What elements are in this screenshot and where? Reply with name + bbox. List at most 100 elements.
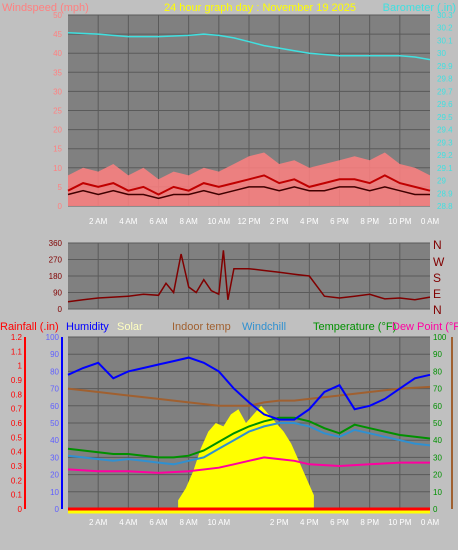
series-wind-avg [67, 186, 430, 200]
temperature-tick-label: 20 [433, 471, 442, 480]
direction-label-s: S [433, 271, 441, 285]
series-dewpoint [67, 456, 430, 474]
series-humidity [67, 356, 431, 421]
windspeed-tick-label: 15 [53, 145, 62, 154]
legend-solar: Solar [117, 321, 143, 333]
x-tick-label-top: 10 AM [207, 217, 230, 226]
barometer-tick-label: 30.3 [437, 11, 453, 20]
x-tick-label-top: 0 AM [421, 217, 440, 226]
humidity-tick-label: 100 [46, 333, 60, 342]
barometer-axis-title: Barometer (.in) [383, 2, 456, 14]
windspeed-tick-label: 0 [58, 202, 63, 211]
humidity-tick-label: 30 [50, 453, 59, 462]
x-tick-label-bottom: 4 AM [119, 518, 138, 527]
barometer-tick-label: 29.9 [437, 62, 453, 71]
windspeed-tick-label: 30 [53, 87, 62, 96]
direction-tick-label: 180 [49, 272, 63, 281]
humidity-tick-label: 60 [50, 402, 59, 411]
x-tick-label-bottom: 6 PM [330, 518, 349, 527]
rainfall-tick-label: 0.9 [11, 376, 23, 385]
direction-tick-label: 270 [49, 256, 63, 265]
rainfall-tick-label: 0.6 [11, 419, 23, 428]
direction-label-w: W [433, 255, 445, 269]
rainfall-tick-label: 0.4 [11, 448, 23, 457]
rainfall-tick-label: 0 [18, 505, 23, 514]
direction-tick-label: 0 [58, 305, 63, 314]
windspeed-tick-label: 20 [53, 126, 62, 135]
chart-marks: 0510152025303540455028.828.92929.129.229… [11, 11, 453, 527]
x-tick-label-top: 2 PM [270, 217, 289, 226]
rainfall-tick-label: 0.1 [11, 491, 23, 500]
humidity-tick-label: 50 [50, 419, 59, 428]
panel-wind-baro-xaxis-band [68, 212, 430, 233]
x-tick-label-bottom: 2 AM [89, 518, 108, 527]
windspeed-tick-label: 35 [53, 68, 62, 77]
legend-windchill: Windchill [242, 321, 286, 333]
legend-dewpoint: Dew Point (°F) [392, 321, 458, 333]
humidity-tick-label: 20 [50, 471, 59, 480]
temperature-tick-label: 50 [433, 419, 442, 428]
humidity-tick-label: 0 [55, 505, 60, 514]
x-tick-label-top: 12 PM [237, 217, 260, 226]
series-indoor-temp [67, 385, 431, 407]
windspeed-tick-label: 10 [53, 164, 62, 173]
rainfall-tick-label: 0.8 [11, 390, 23, 399]
x-tick-label-top: 4 AM [119, 217, 138, 226]
barometer-tick-label: 29.5 [437, 113, 453, 122]
x-tick-label-bottom: 8 PM [360, 518, 379, 527]
humidity-tick-label: 70 [50, 385, 59, 394]
temperature-tick-label: 40 [433, 436, 442, 445]
rainfall-tick-label: 1.1 [11, 347, 23, 356]
barometer-tick-label: 30.2 [437, 24, 453, 33]
rainfall-tick-label: 1.2 [11, 333, 23, 342]
rainfall-tick-label: 1 [18, 362, 23, 371]
barometer-tick-label: 28.9 [437, 189, 453, 198]
barometer-tick-label: 30 [437, 49, 446, 58]
temperature-tick-label: 90 [433, 350, 442, 359]
series-temperature [67, 416, 431, 459]
temperature-tick-label: 70 [433, 385, 442, 394]
direction-label-n-top: N [433, 238, 442, 252]
x-tick-label-top: 8 AM [180, 217, 199, 226]
x-tick-label-bottom: 6 AM [149, 518, 168, 527]
x-tick-label-top: 6 AM [149, 217, 168, 226]
legend-temperature: Temperature (°F) [313, 321, 396, 333]
windspeed-tick-label: 40 [53, 49, 62, 58]
x-tick-label-bottom: 10 PM [388, 518, 411, 527]
series-barometer [67, 32, 431, 61]
series-wind-speed [67, 174, 431, 196]
series-wind-direction [67, 250, 431, 303]
barometer-tick-label: 29.7 [437, 87, 453, 96]
windspeed-axis-title: Windspeed (mph) [2, 2, 89, 14]
barometer-tick-label: 29 [437, 177, 446, 186]
barometer-tick-label: 29.4 [437, 126, 453, 135]
windspeed-tick-label: 50 [53, 11, 62, 20]
humidity-tick-label: 10 [50, 488, 59, 497]
legend-rainfall: Rainfall (.in) [0, 321, 59, 333]
x-tick-label-bottom: 10 AM [207, 518, 230, 527]
barometer-tick-label: 29.6 [437, 100, 453, 109]
direction-tick-label: 90 [53, 289, 62, 298]
temperature-tick-label: 30 [433, 453, 442, 462]
barometer-tick-label: 29.8 [437, 75, 453, 84]
windspeed-tick-label: 5 [58, 183, 63, 192]
windspeed-tick-label: 45 [53, 30, 62, 39]
x-tick-label-top: 2 AM [89, 217, 108, 226]
x-tick-label-top: 10 PM [388, 217, 411, 226]
barometer-tick-label: 29.2 [437, 151, 453, 160]
direction-label-n-bottom: N [433, 303, 442, 317]
graph-title: 24 hour graph day : November 19 2025 [164, 2, 356, 14]
temperature-tick-label: 10 [433, 488, 442, 497]
barometer-tick-label: 29.3 [437, 138, 453, 147]
temperature-tick-label: 100 [433, 333, 447, 342]
windspeed-tick-label: 25 [53, 107, 62, 116]
x-tick-label-top: 4 PM [300, 217, 319, 226]
x-tick-label-top: 8 PM [360, 217, 379, 226]
rainfall-tick-label: 0.2 [11, 476, 23, 485]
x-tick-label-top: 6 PM [330, 217, 349, 226]
barometer-tick-label: 28.8 [437, 202, 453, 211]
humidity-tick-label: 80 [50, 367, 59, 376]
humidity-tick-label: 40 [50, 436, 59, 445]
x-tick-label-bottom: 4 PM [300, 518, 319, 527]
